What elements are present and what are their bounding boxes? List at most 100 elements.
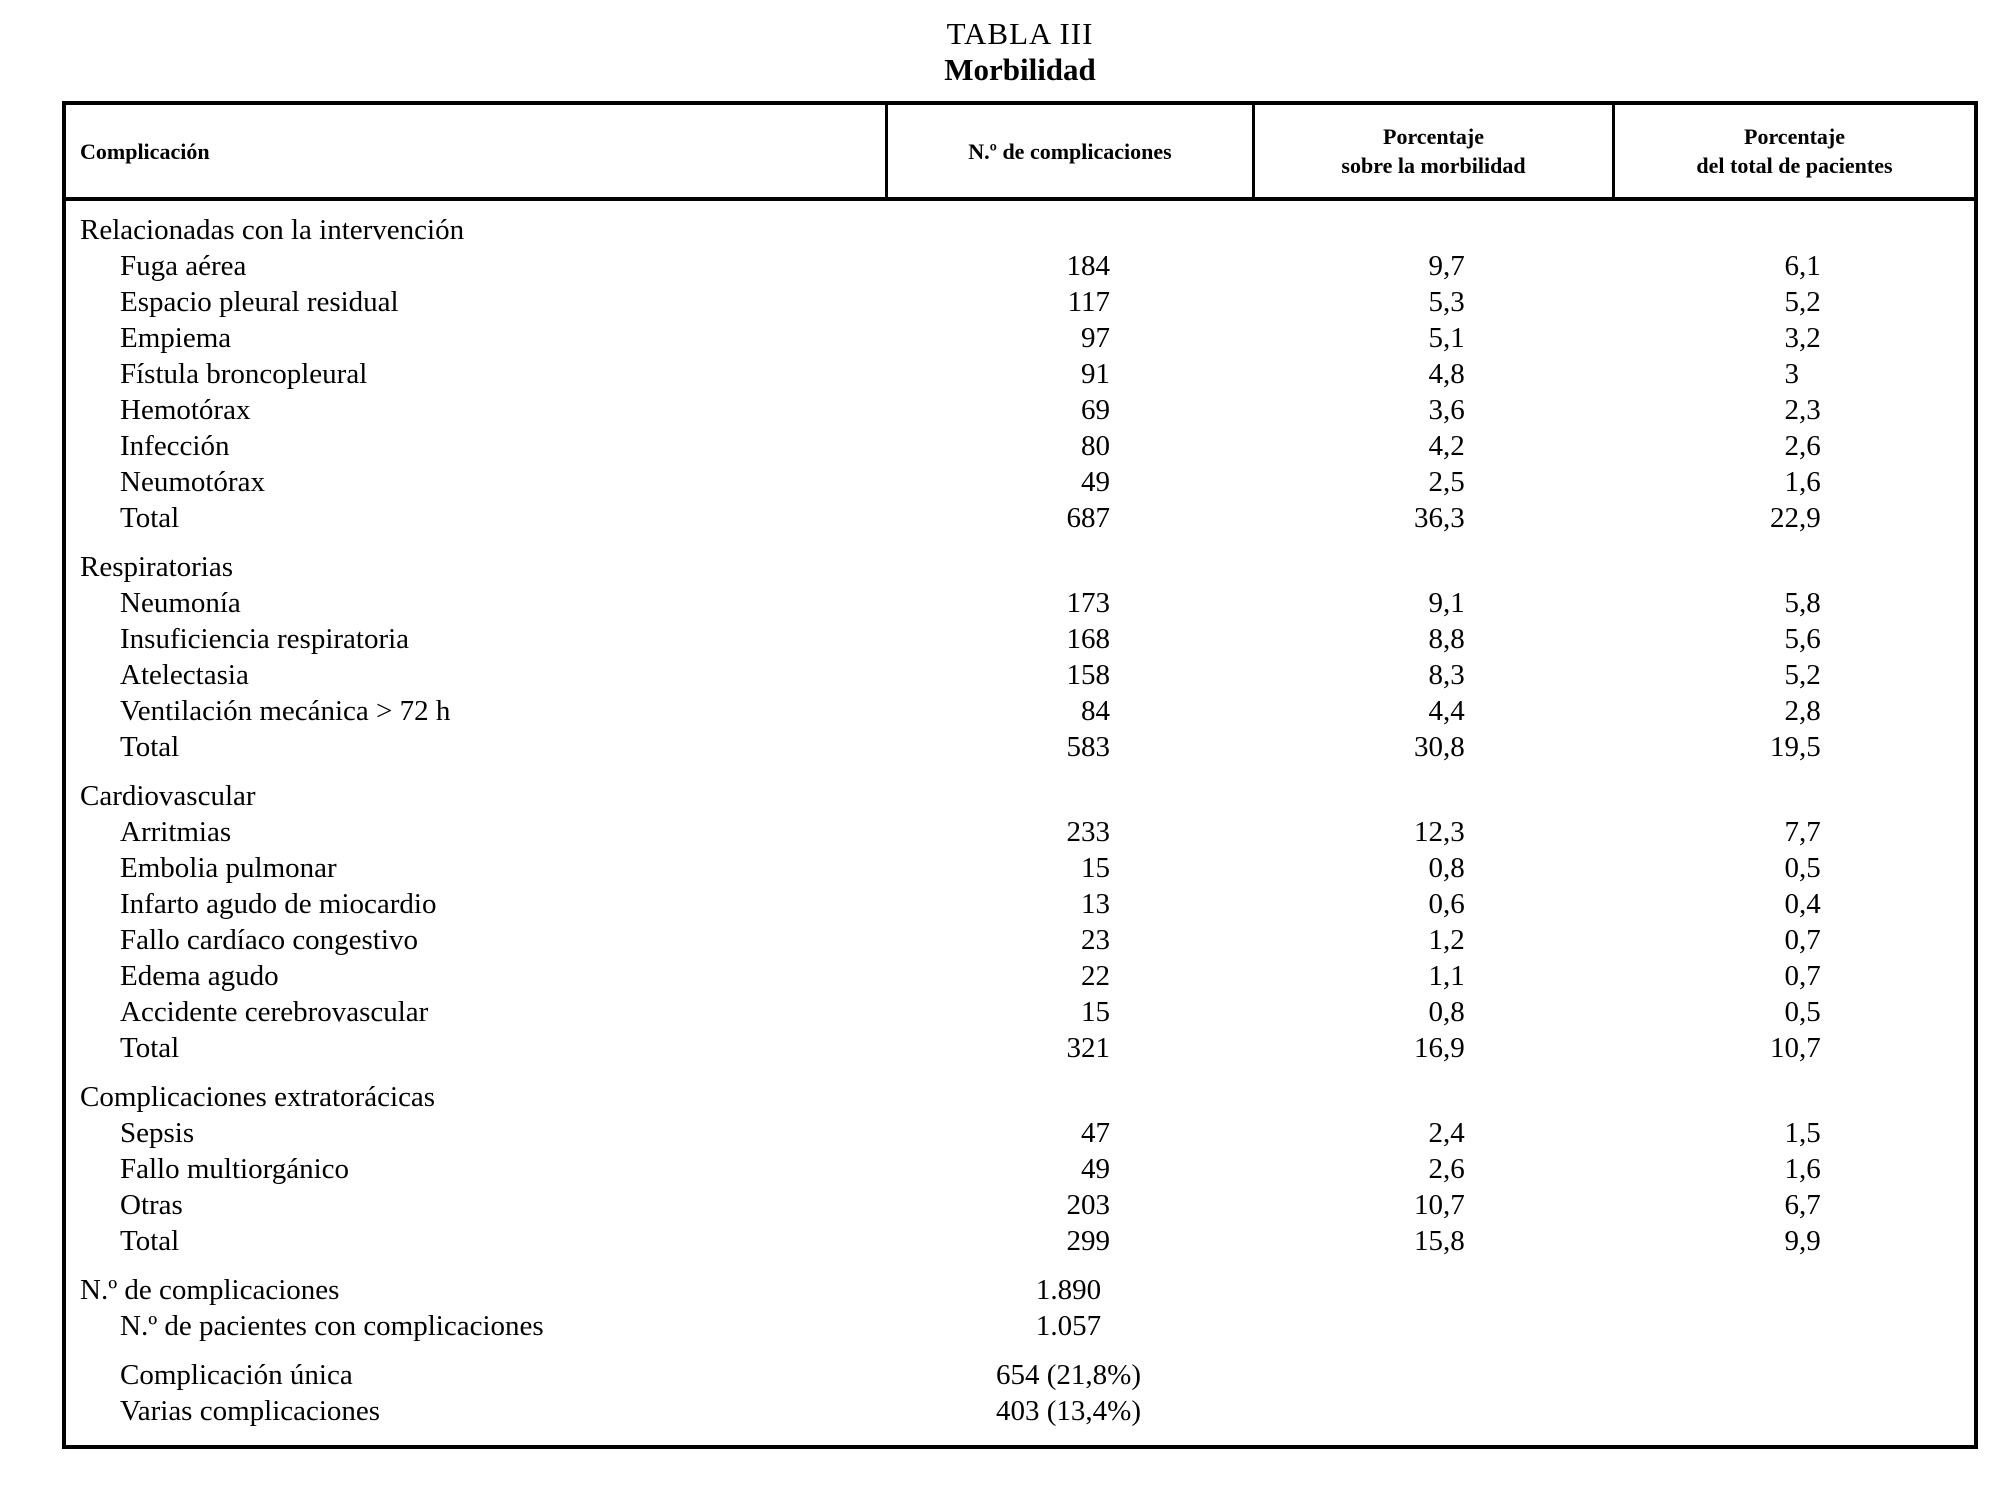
empty-cell — [1612, 1393, 1974, 1429]
pct-morbidity-value-int: 8 — [1428, 623, 1444, 655]
section-header-row: Complicaciones extratorácicas — [66, 1079, 1974, 1115]
pct-morbidity-value-dec: ,1 — [1443, 960, 1465, 992]
pct-morbidity-value: 8,3 — [1252, 657, 1612, 693]
pct-morbidity-value: 10,7 — [1252, 1187, 1612, 1223]
n-complications-value: 583 — [885, 729, 1252, 765]
pct-patients-value: 3,2 — [1612, 320, 1974, 356]
table-row: Embolia pulmonar 15 0,8 0,5 — [66, 850, 1974, 886]
n-complications-value: 80 — [885, 428, 1252, 464]
n-complications-value: 23 — [885, 922, 1252, 958]
pct-patients-value-int: 10 — [1770, 1032, 1799, 1064]
pct-patients-value-dec: ,2 — [1799, 322, 1821, 354]
empty-cell — [1612, 212, 1974, 248]
pct-patients-value-int: 0 — [1784, 924, 1800, 956]
pct-patients-value-int: 1 — [1784, 466, 1800, 498]
n-complications-value-int: 168 — [1066, 623, 1111, 655]
n-complications-value-int: 80 — [1081, 430, 1110, 462]
pct-morbidity-value: 1,2 — [1252, 922, 1612, 958]
column-header-text-line2: del total de pacientes — [1696, 153, 1893, 178]
pct-patients-value-int: 6 — [1784, 1189, 1800, 1221]
complication-label: Total — [120, 731, 180, 763]
n-complications-value: 233 — [885, 814, 1252, 850]
pct-morbidity-value-int: 4 — [1428, 430, 1444, 462]
n-complications-value: 47 — [885, 1115, 1252, 1151]
pct-patients-value-int: 0 — [1784, 852, 1800, 884]
pct-patients-value-int: 5 — [1784, 623, 1800, 655]
summary-row: Varias complicaciones 403 (13,4%) — [66, 1393, 1974, 1429]
empty-cell — [1252, 778, 1612, 814]
complication-label: Fallo cardíaco congestivo — [120, 924, 418, 956]
pct-morbidity-value-int: 5 — [1428, 322, 1444, 354]
n-complications-value-int: 687 — [1066, 502, 1111, 534]
empty-cell — [1252, 212, 1612, 248]
pct-patients-value: 6,7 — [1612, 1187, 1974, 1223]
table-row: Total 687 36,3 22,9 — [66, 500, 1974, 536]
pct-morbidity-value-dec: ,8 — [1443, 623, 1465, 655]
n-complications-value: 49 — [885, 464, 1252, 500]
pct-morbidity-value-dec: ,6 — [1443, 888, 1465, 920]
pct-morbidity-value-dec: ,6 — [1443, 1153, 1465, 1185]
pct-patients-value-int: 9 — [1784, 1225, 1800, 1257]
pct-patients-value-dec: ,8 — [1799, 695, 1821, 727]
pct-patients-value: 1,6 — [1612, 1151, 1974, 1187]
n-complications-value-int: 203 — [1066, 1189, 1111, 1221]
pct-patients-value-int: 3 — [1784, 358, 1800, 390]
pct-patients-value-dec: ,9 — [1799, 502, 1821, 534]
summary-label: N.º de complicaciones — [80, 1274, 340, 1306]
n-complications-value-int: 84 — [1081, 695, 1110, 727]
pct-patients-value-dec: ,5 — [1799, 852, 1821, 884]
pct-morbidity-value-int: 10 — [1414, 1189, 1443, 1221]
column-header-complicacion: Complicación — [66, 105, 885, 197]
pct-patients-value-dec: ,5 — [1799, 996, 1821, 1028]
table-body: Relacionadas con la intervención Fuga aér… — [66, 201, 1974, 1445]
n-complications-value: 173 — [885, 585, 1252, 621]
n-complications-value: 22 — [885, 958, 1252, 994]
pct-morbidity-value-dec: ,8 — [1443, 996, 1465, 1028]
pct-patients-value: 5,2 — [1612, 657, 1974, 693]
empty-cell — [885, 1079, 1252, 1115]
empty-cell — [885, 212, 1252, 248]
pct-patients-value-dec: ,6 — [1799, 466, 1821, 498]
pct-patients-value-int: 2 — [1784, 695, 1800, 727]
n-complications-value-int: 97 — [1081, 322, 1110, 354]
pct-morbidity-value-dec: ,9 — [1443, 1032, 1465, 1064]
table-row: Total 299 15,8 9,9 — [66, 1223, 1974, 1259]
table-row: Empiema 97 5,1 3,2 — [66, 320, 1974, 356]
pct-morbidity-value: 1,1 — [1252, 958, 1612, 994]
pct-morbidity-value-dec: ,3 — [1443, 286, 1465, 318]
pct-morbidity-value: 8,8 — [1252, 621, 1612, 657]
pct-patients-value-dec: ,7 — [1799, 960, 1821, 992]
pct-patients-value-dec: ,2 — [1799, 286, 1821, 318]
summary-row: Complicación única 654 (21,8%) — [66, 1357, 1974, 1393]
n-complications-value-int: 22 — [1081, 960, 1110, 992]
empty-cell — [1252, 549, 1612, 585]
pct-patients-value-int: 0 — [1784, 996, 1800, 1028]
complication-label: Total — [120, 1225, 180, 1257]
pct-patients-value: 9,9 — [1612, 1223, 1974, 1259]
pct-morbidity-value-dec: ,8 — [1443, 852, 1465, 884]
pct-patients-value-dec: ,8 — [1799, 587, 1821, 619]
complication-label: Neumotórax — [120, 466, 265, 498]
pct-patients-value-int: 2 — [1784, 430, 1800, 462]
n-complications-value-int: 321 — [1066, 1032, 1111, 1064]
n-complications-value: 184 — [885, 248, 1252, 284]
pct-morbidity-value: 5,1 — [1252, 320, 1612, 356]
column-header-text: Complicación — [80, 138, 210, 164]
empty-cell — [1612, 778, 1974, 814]
pct-morbidity-value: 2,5 — [1252, 464, 1612, 500]
pct-morbidity-value: 4,8 — [1252, 356, 1612, 392]
section-header-row: Respiratorias — [66, 549, 1974, 585]
pct-morbidity-value: 12,3 — [1252, 814, 1612, 850]
pct-patients-value-int: 7 — [1784, 816, 1800, 848]
pct-morbidity-value-dec: ,6 — [1443, 394, 1465, 426]
pct-patients-value-dec: ,7 — [1799, 924, 1821, 956]
pct-morbidity-value: 9,1 — [1252, 585, 1612, 621]
pct-morbidity-value: 0,6 — [1252, 886, 1612, 922]
column-header-pct-pacientes: Porcentaje del total de pacientes — [1612, 105, 1974, 197]
pct-morbidity-value-int: 16 — [1414, 1032, 1443, 1064]
pct-patients-value-dec: ,5 — [1799, 1117, 1821, 1149]
pct-patients-value-int: 0 — [1784, 888, 1800, 920]
empty-cell — [1612, 1079, 1974, 1115]
table-row: Fallo multiorgánico 49 2,6 1,6 — [66, 1151, 1974, 1187]
pct-morbidity-value-dec: ,5 — [1443, 466, 1465, 498]
